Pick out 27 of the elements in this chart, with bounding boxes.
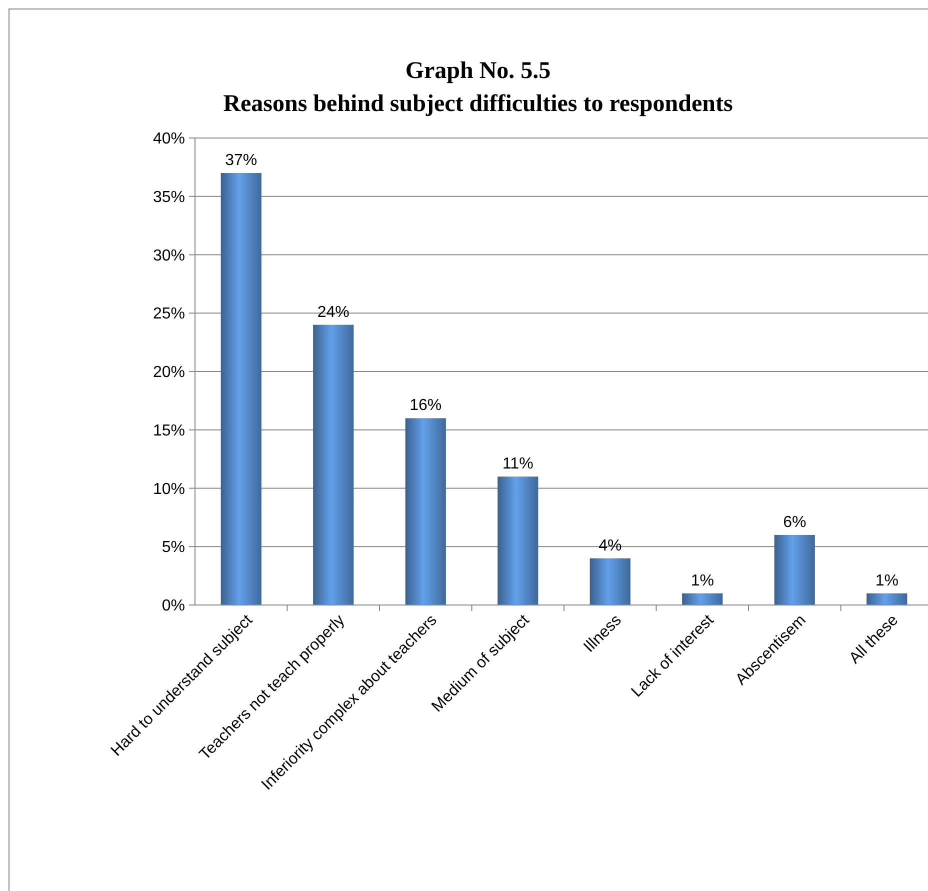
y-tick-label: 30% [152, 247, 185, 264]
bar [590, 558, 630, 605]
bar [866, 593, 908, 605]
chart-subtitle: Reasons behind subject difficulties to respondents [223, 91, 733, 117]
y-tick-label: 0% [162, 598, 185, 615]
data-label: 1% [690, 572, 714, 590]
bar [774, 534, 815, 605]
data-label: 4% [598, 537, 622, 554]
bar [405, 418, 446, 605]
data-label: 16% [410, 397, 442, 414]
y-tick-label: 15% [152, 422, 185, 440]
y-tick-label: 5% [162, 539, 185, 556]
data-label: 24% [317, 304, 350, 321]
y-tick-label: 20% [152, 364, 185, 382]
chart-title: Graph No. 5.5 [405, 58, 551, 84]
y-tick-label: 35% [152, 188, 185, 206]
data-label: 11% [502, 456, 534, 473]
bar [220, 173, 262, 605]
bar [498, 476, 538, 605]
bar [313, 324, 354, 605]
y-tick-label: 10% [152, 480, 185, 498]
y-tick-label: 25% [152, 306, 185, 323]
y-tick-label: 40% [152, 130, 185, 148]
data-label: 1% [875, 572, 898, 590]
bar [682, 593, 723, 605]
data-label: 6% [783, 514, 806, 531]
data-label: 37% [225, 152, 258, 170]
